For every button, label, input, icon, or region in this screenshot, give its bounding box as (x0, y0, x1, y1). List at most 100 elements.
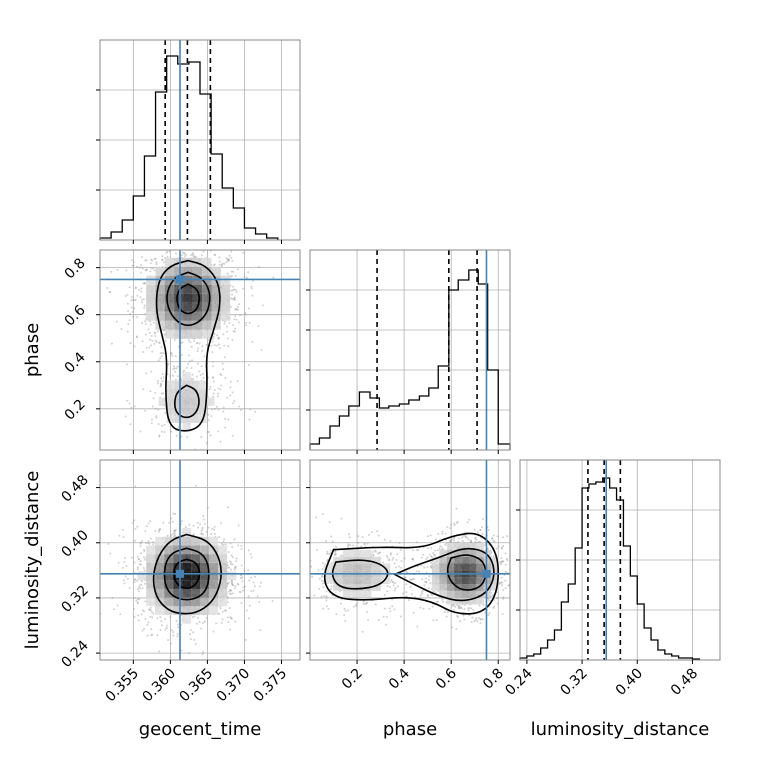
density-cell (323, 563, 334, 571)
sample-point (430, 564, 433, 567)
sample-point (152, 541, 155, 544)
sample-point (192, 533, 195, 536)
sample-point (491, 537, 494, 540)
sample-point (140, 290, 143, 293)
sample-point (167, 363, 170, 366)
sample-point (234, 566, 237, 569)
sample-point (170, 352, 173, 355)
sample-point (146, 623, 149, 626)
sample-point (160, 383, 163, 386)
sample-point (143, 558, 146, 561)
sample-point (145, 346, 148, 349)
sample-point (311, 575, 314, 578)
sample-point (233, 330, 236, 333)
sample-point (242, 244, 244, 246)
panel-scatter-geocent_time-luminosity_distance (96, 459, 301, 664)
sample-point (231, 391, 234, 394)
sample-point (174, 370, 177, 373)
sample-point (213, 344, 216, 347)
sample-point (196, 341, 199, 344)
sample-point (139, 541, 142, 544)
density-cell (155, 545, 165, 555)
sample-point (486, 547, 489, 550)
density-cell (461, 563, 469, 571)
density-cell (166, 389, 175, 398)
sample-point (487, 614, 490, 617)
sample-point (222, 540, 225, 543)
sample-point (238, 321, 241, 324)
density-cell (191, 571, 201, 581)
sample-point (158, 435, 161, 438)
sample-point (235, 307, 238, 310)
sample-point (174, 534, 177, 537)
sample-point (512, 590, 514, 592)
density-cell (218, 554, 228, 563)
sample-point (122, 579, 125, 582)
sample-point (219, 605, 222, 608)
sample-point (156, 473, 158, 475)
sample-point (504, 587, 507, 590)
sample-point (259, 629, 262, 632)
sample-point (224, 417, 227, 420)
sample-point (371, 550, 374, 553)
sample-point (410, 593, 413, 596)
sample-point (422, 553, 425, 556)
sample-point (149, 338, 152, 341)
sample-point (428, 553, 431, 556)
sample-point (162, 352, 165, 355)
sample-point (500, 547, 503, 550)
sample-point (166, 250, 169, 253)
sample-point (466, 536, 469, 539)
sample-point (227, 551, 230, 554)
sample-point (162, 261, 165, 264)
sample-point (239, 576, 242, 579)
sample-point (421, 589, 424, 592)
sample-point (230, 589, 233, 592)
sample-point (156, 634, 159, 637)
sample-point (501, 581, 504, 584)
sample-point (217, 430, 220, 433)
sample-point (217, 337, 220, 340)
sample-point (459, 606, 462, 609)
sample-point (366, 601, 369, 604)
sample-point (392, 584, 395, 587)
sample-point (123, 556, 126, 559)
sample-point (374, 549, 377, 552)
sample-point (188, 523, 191, 526)
panel-scatter-phase-luminosity_distance (306, 459, 515, 664)
sample-point (385, 623, 388, 626)
sample-point (135, 336, 138, 339)
sample-point (173, 530, 176, 533)
density-cell (174, 311, 184, 321)
sample-point (222, 406, 225, 409)
sample-point (513, 563, 515, 565)
sample-point (150, 370, 153, 373)
sample-point (138, 598, 141, 601)
sample-point (158, 528, 161, 531)
sample-point (205, 531, 208, 534)
sample-point (196, 521, 199, 524)
sample-point (220, 542, 223, 545)
sample-point (242, 287, 245, 290)
density-cell (431, 563, 440, 571)
density-layer (100, 484, 274, 656)
sample-point (225, 245, 227, 247)
sample-point (500, 546, 503, 549)
x-tick-label-luminosity_distance: 0.48 (668, 666, 701, 699)
sample-point (410, 578, 413, 581)
sample-point (136, 316, 139, 319)
sample-point (325, 595, 328, 598)
density-cell (166, 414, 175, 423)
sample-point (411, 558, 414, 561)
sample-point (143, 582, 146, 585)
sample-point (182, 252, 185, 255)
sample-point (329, 549, 332, 552)
sample-point (177, 626, 180, 629)
sample-point (240, 564, 243, 567)
sample-point (234, 308, 237, 311)
sample-point (170, 534, 173, 537)
sample-point (201, 345, 204, 348)
sample-point (504, 552, 507, 555)
density-cell (380, 563, 391, 571)
sample-point (170, 247, 172, 249)
